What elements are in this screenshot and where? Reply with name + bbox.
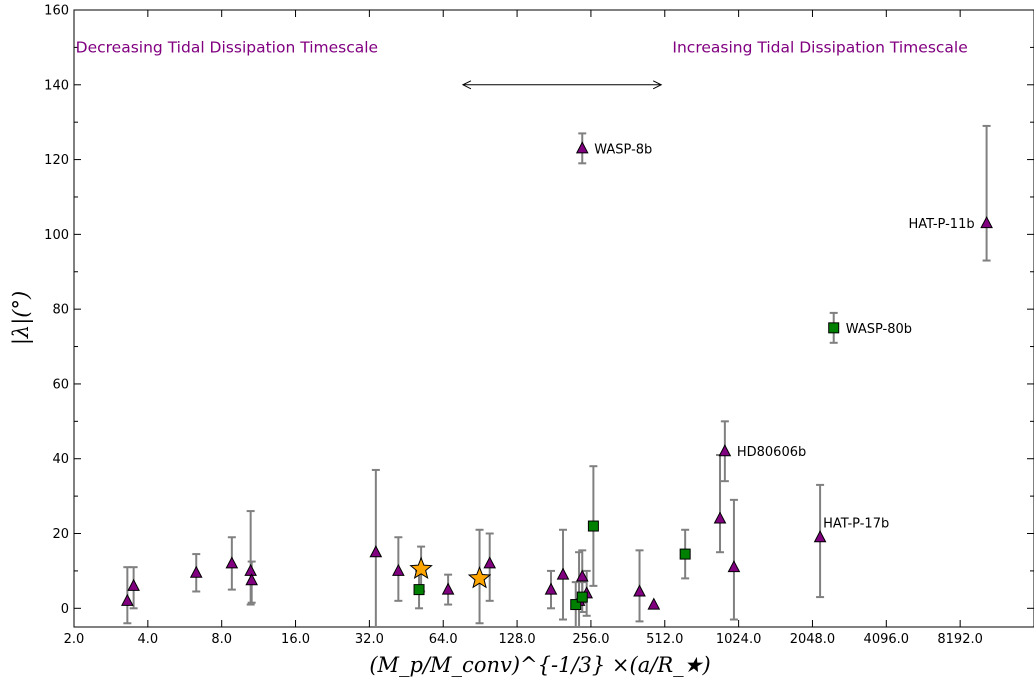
plot-frame [73, 9, 1034, 628]
x-axis-label: (M_p/M_conv)^{-1/3} ×(a/R_★) [369, 653, 710, 677]
triangle-marker [556, 567, 570, 580]
triangle-marker [718, 444, 732, 457]
x-tick-label: 8192.0 [937, 632, 983, 647]
square-marker [679, 548, 691, 560]
y-tick-label: 100 [44, 228, 69, 243]
triangle-marker [189, 565, 203, 578]
y-tick-label: 20 [52, 527, 69, 542]
x-tick-label: 256.0 [572, 632, 609, 647]
y-tick-label: 80 [52, 303, 69, 318]
triangle-marker [813, 530, 827, 543]
square-marker [828, 322, 840, 334]
x-tick-label: 16.0 [281, 632, 310, 647]
y-tick-label: 160 [44, 4, 69, 19]
x-tick-label: 1024.0 [716, 632, 762, 647]
square-marker [576, 591, 588, 603]
x-tick-label: 2048.0 [790, 632, 836, 647]
triangle-marker [441, 582, 455, 595]
y-tick-label: 60 [52, 377, 69, 392]
triangle-marker [713, 511, 727, 524]
triangle-marker [980, 216, 993, 229]
x-tick-label: 8.0 [211, 632, 232, 647]
triangle-marker [244, 563, 257, 576]
x-tick-label: 128.0 [498, 632, 535, 647]
y-tick-label: 140 [44, 78, 69, 93]
star-marker [467, 566, 492, 589]
y-tick-label: 0 [61, 602, 69, 617]
x-tick-label: 4096.0 [864, 632, 910, 647]
point-label: WASP-8b [594, 142, 652, 157]
point-label: HAT-P-17b [823, 516, 889, 531]
star-marker [409, 556, 433, 580]
triangle-marker [245, 573, 258, 586]
data-layer [121, 124, 993, 627]
x-tick-label: 4.0 [138, 632, 159, 647]
triangle-marker [483, 556, 497, 569]
x-tick-label: 64.0 [429, 632, 458, 647]
square-marker [413, 584, 425, 596]
triangle-marker [727, 560, 741, 573]
triangle-marker [121, 593, 134, 606]
point-label: WASP-80b [846, 322, 912, 337]
square-marker [587, 520, 599, 532]
point-label: HAT-P-11b [908, 217, 974, 232]
triangle-marker [127, 578, 140, 591]
x-tick-label: 2.0 [64, 632, 85, 647]
annotation-text: Increasing Tidal Dissipation Timescale [672, 38, 967, 56]
x-tick-label: 512.0 [646, 632, 683, 647]
triangle-marker [544, 582, 558, 595]
triangle-marker [575, 141, 589, 154]
square-marker [570, 599, 582, 611]
arrow-head-left [461, 80, 472, 90]
y-tick-label: 120 [44, 153, 69, 168]
triangle-marker [647, 597, 661, 610]
annotation-text: Decreasing Tidal Dissipation Timescale [76, 38, 378, 56]
triangle-marker [575, 569, 589, 582]
triangle-marker [369, 545, 383, 558]
point-label: HD80606b [737, 445, 806, 460]
arrow-head-right [652, 80, 663, 90]
triangle-marker [633, 584, 646, 597]
y-axis-label: |λ|(°) [9, 291, 34, 345]
triangle-marker [392, 563, 405, 576]
plot-area: 0 20 40 60 80 100 120 140 160 2.0 4.0 8.0 16.0 32.0 64… [44, 4, 1034, 647]
triangle-marker [225, 556, 239, 569]
y-tick-label: 40 [52, 452, 69, 467]
x-tick-label: 32.0 [355, 632, 384, 647]
